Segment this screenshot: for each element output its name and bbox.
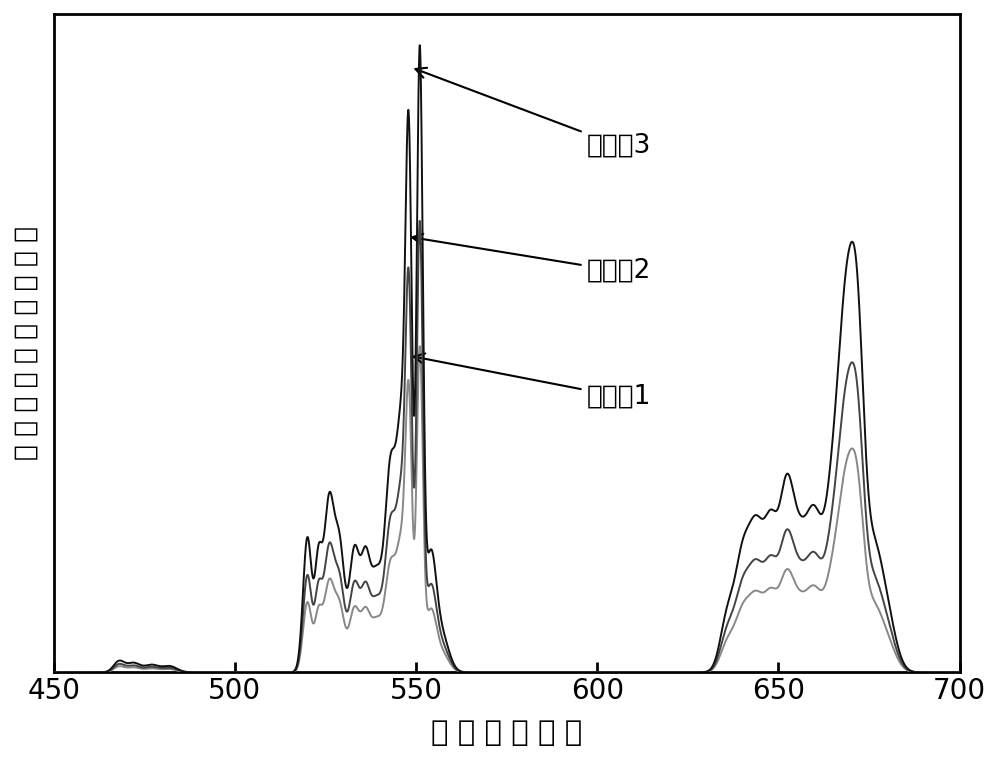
Text: 实施例1: 实施例1	[414, 353, 651, 409]
Text: 实施例3: 实施例3	[415, 68, 651, 158]
X-axis label: 波 长 （ 纳 米 ）: 波 长 （ 纳 米 ）	[431, 719, 582, 747]
Text: 实施例2: 实施例2	[412, 234, 651, 284]
Y-axis label: 荧 光 强 度 （ 任 意 单 位 ）: 荧 光 强 度 （ 任 意 单 位 ）	[14, 226, 40, 460]
